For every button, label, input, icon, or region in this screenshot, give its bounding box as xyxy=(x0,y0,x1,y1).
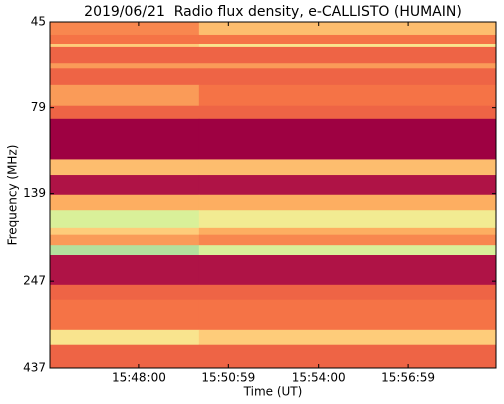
cell xyxy=(50,299,200,331)
cell xyxy=(50,118,200,160)
cell xyxy=(198,44,497,48)
cell xyxy=(50,34,200,45)
heatmap xyxy=(50,22,497,369)
cell xyxy=(50,63,200,69)
cell xyxy=(50,227,200,236)
cell xyxy=(50,344,200,369)
y-tick-label: 79 xyxy=(31,100,46,114)
x-axis-label: Time (UT) xyxy=(243,385,303,399)
y-tick-label: 247 xyxy=(23,274,46,288)
cell xyxy=(198,329,497,346)
cell xyxy=(198,284,497,301)
y-axis-label: Frequency (MHz) xyxy=(6,145,20,246)
y-tick-label: 437 xyxy=(23,361,46,375)
y-tick-label: 139 xyxy=(23,186,46,200)
cell xyxy=(198,344,497,369)
x-tick-label: 15:50:59 xyxy=(201,371,255,385)
cell xyxy=(198,299,497,331)
x-tick-label: 15:56:59 xyxy=(381,371,435,385)
cell xyxy=(198,105,497,120)
plot-frame xyxy=(49,21,497,369)
cell xyxy=(50,44,200,48)
cell xyxy=(50,234,200,246)
cell xyxy=(198,68,497,86)
x-tick-label: 15:48:00 xyxy=(112,371,166,385)
cell xyxy=(50,255,200,286)
cell xyxy=(50,84,200,107)
x-tick-label: 15:54:00 xyxy=(292,371,346,385)
cell xyxy=(198,22,497,36)
cell xyxy=(198,84,497,107)
cell xyxy=(50,194,200,211)
cell xyxy=(198,194,497,211)
cell xyxy=(198,34,497,45)
cell xyxy=(50,159,200,176)
cell xyxy=(50,284,200,301)
cell xyxy=(50,210,200,229)
cell xyxy=(198,118,497,160)
cell xyxy=(198,227,497,236)
cell xyxy=(198,245,497,256)
cell xyxy=(50,175,200,196)
cell xyxy=(198,210,497,229)
chart-title: 2019/06/21 Radio flux density, e-CALLIST… xyxy=(84,4,462,20)
cell xyxy=(50,46,200,64)
cell xyxy=(198,255,497,286)
cell xyxy=(198,46,497,64)
cell xyxy=(50,329,200,346)
cell xyxy=(198,63,497,69)
cell xyxy=(50,245,200,256)
cell xyxy=(50,105,200,120)
cell xyxy=(198,159,497,176)
cell xyxy=(198,234,497,246)
cell xyxy=(50,68,200,86)
y-tick-label: 45 xyxy=(31,15,46,29)
axes: 45 79 139 247 437 15:48:00 15:50:59 15:54:00 15:… xyxy=(23,15,496,385)
cell xyxy=(50,22,200,36)
cell xyxy=(198,175,497,196)
